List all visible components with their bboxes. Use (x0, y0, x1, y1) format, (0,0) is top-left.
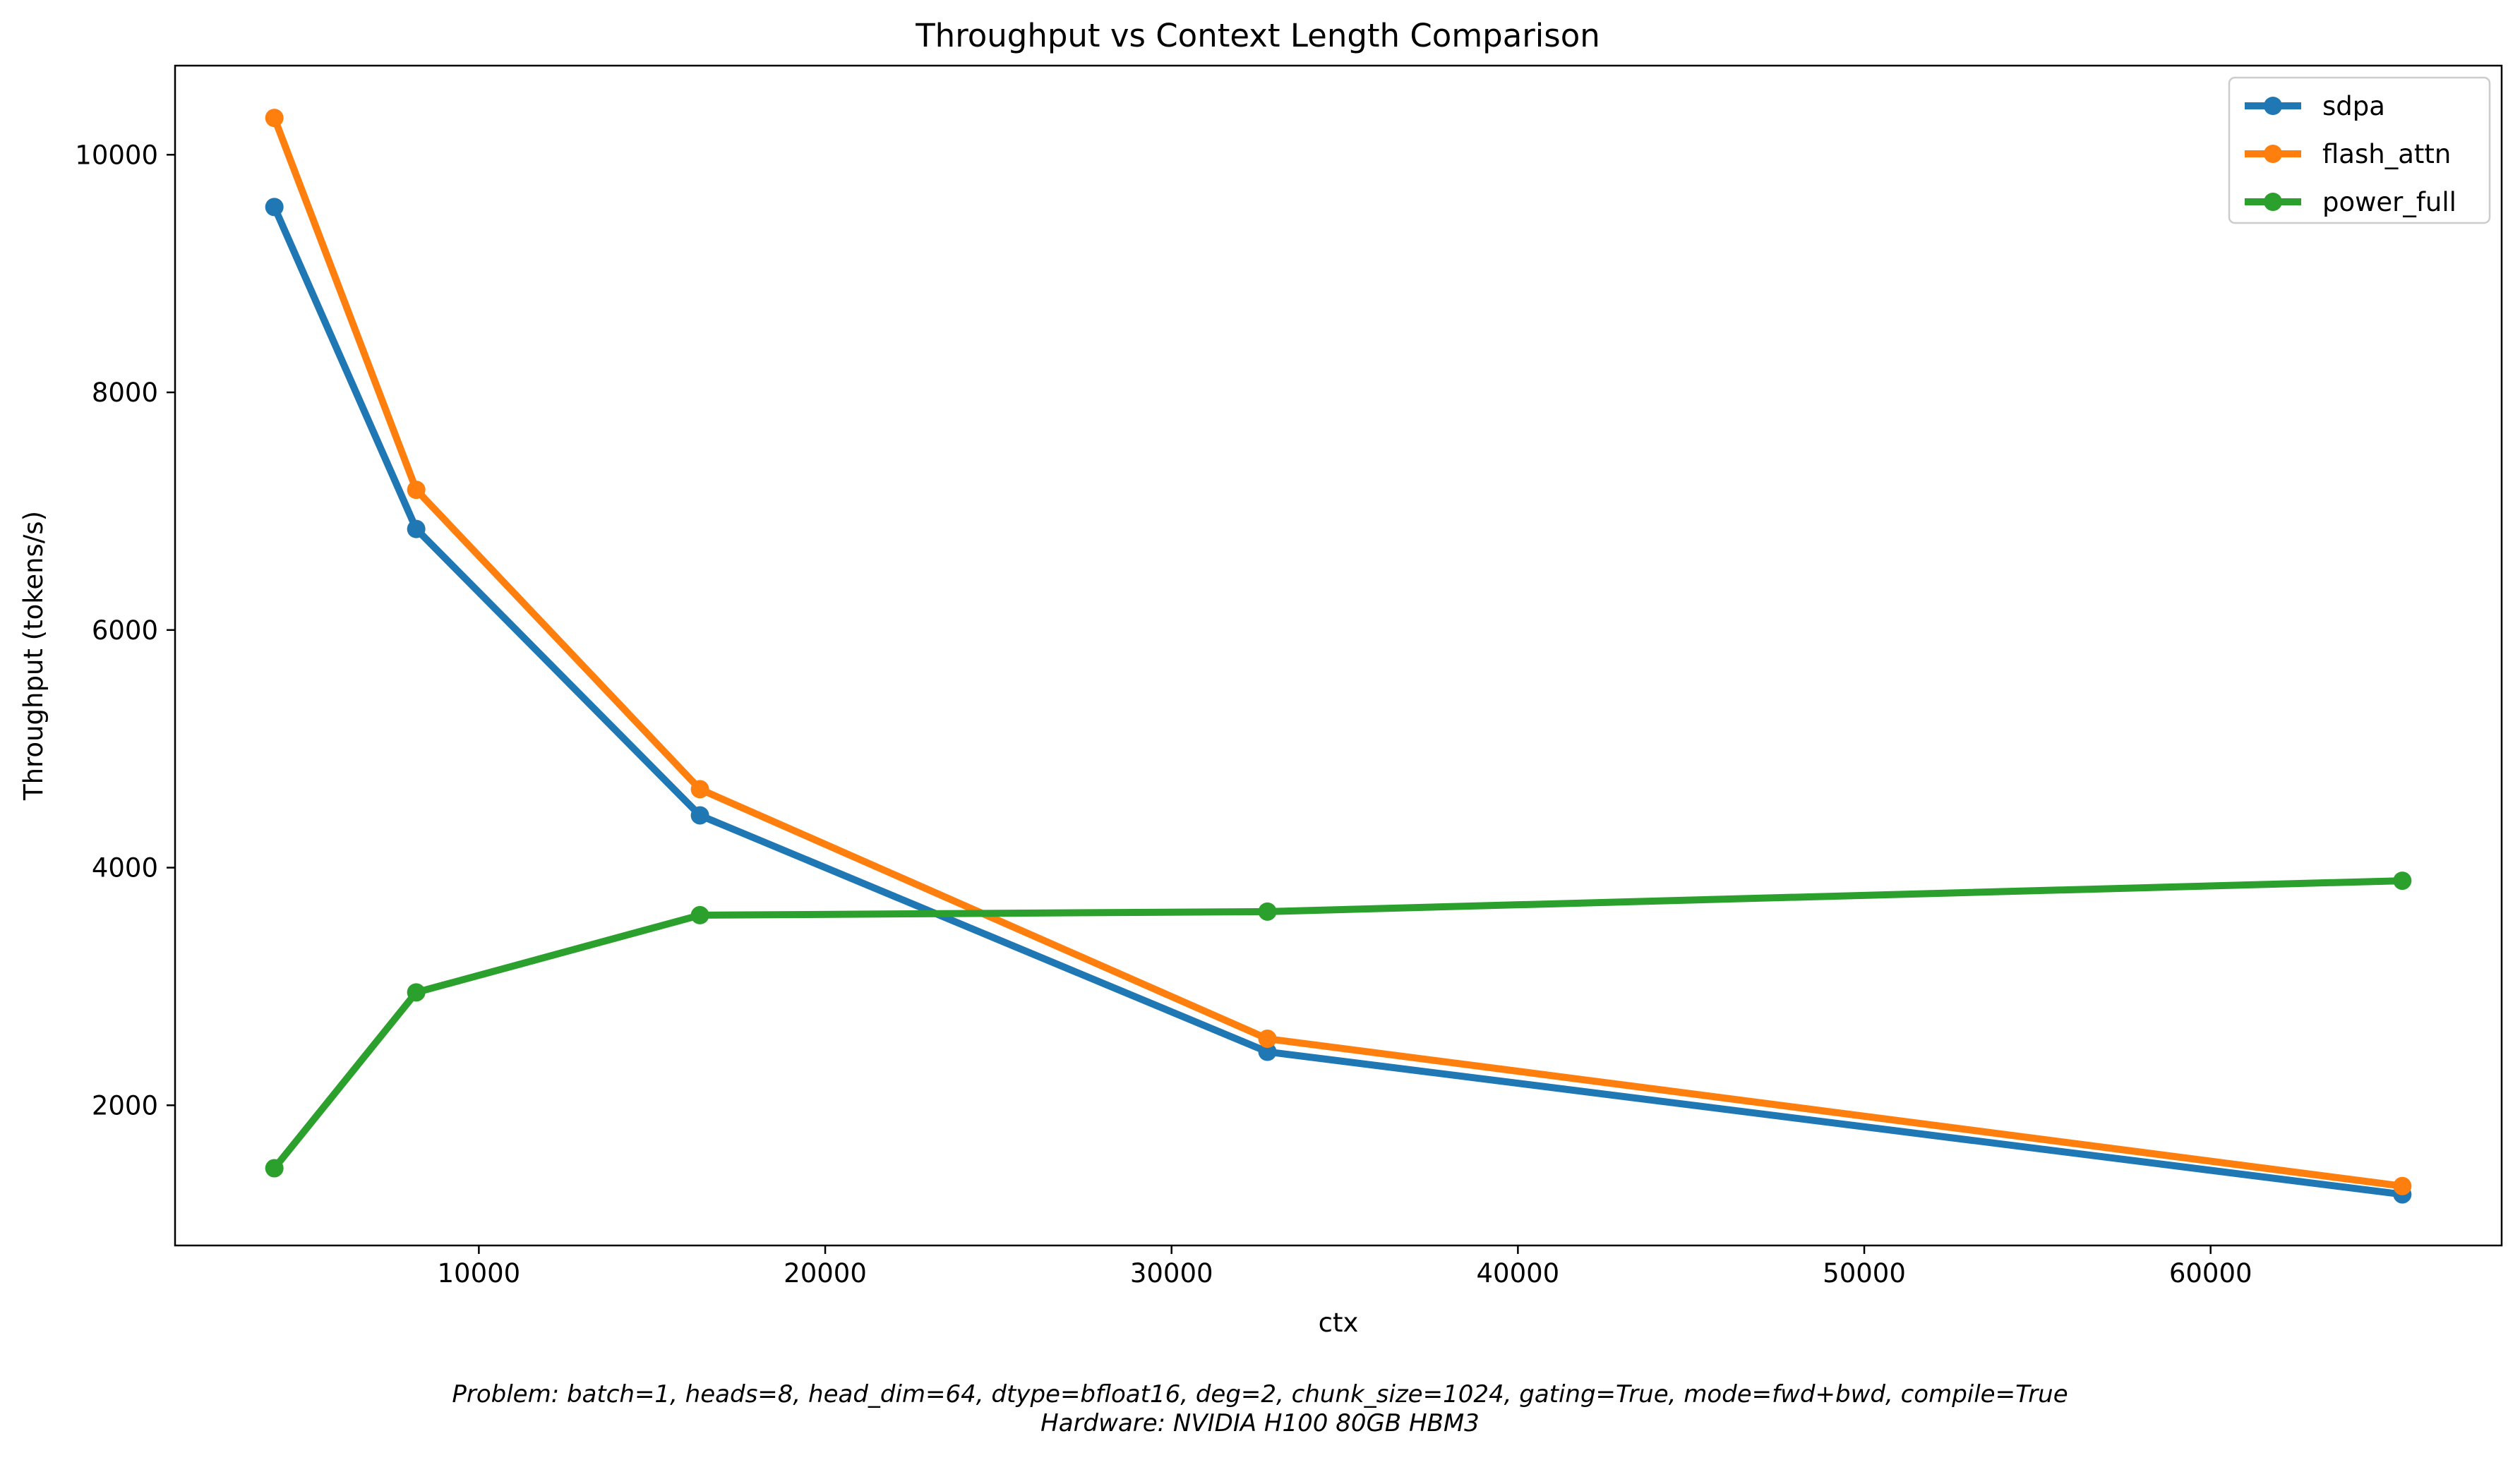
legend-label: sdpa (2322, 91, 2385, 121)
legend-swatch-marker (2264, 97, 2282, 115)
series-line-power_full (269, 876, 2406, 1174)
y-tick-label: 6000 (92, 615, 158, 646)
data-point-power_full (265, 1159, 284, 1178)
y-tick-label: 8000 (92, 378, 158, 408)
data-point-sdpa (407, 519, 426, 538)
y-tick-label: 10000 (75, 140, 158, 170)
data-point-sdpa (1258, 1042, 1277, 1061)
plot-marks (265, 109, 2412, 1204)
x-axis-ticks: 10000 20000 30000 40000 50000 60000 (438, 1245, 2252, 1289)
y-tick-label: 2000 (92, 1090, 158, 1121)
legend: sdpa flash_attn power_full (2228, 76, 2491, 224)
data-point-power_full (690, 905, 709, 924)
legend-box (2228, 76, 2491, 224)
data-point-flash_attn (1258, 1030, 1277, 1049)
data-point-sdpa (265, 198, 284, 217)
footer-problem-text: Problem: batch=1, heads=8, head_dim=64, … (452, 1380, 2068, 1408)
series-line-flash_attn (270, 113, 2406, 1190)
data-point-flash_attn (690, 780, 709, 799)
y-axis-label: Throughput (tokens/s) (18, 511, 49, 801)
x-tick-label: 40000 (1477, 1258, 1560, 1289)
data-point-power_full (407, 983, 426, 1002)
data-point-flash_attn (407, 481, 426, 500)
data-point-flash_attn (265, 109, 284, 128)
footer-hardware-text: Hardware: NVIDIA H100 80GB HBM3 (1040, 1409, 1480, 1437)
x-tick-label: 10000 (438, 1258, 521, 1289)
x-tick-label: 50000 (1823, 1258, 1906, 1289)
y-axis-ticks: 2000 4000 6000 8000 10000 (75, 140, 175, 1121)
data-point-flash_attn (2393, 1176, 2412, 1195)
x-tick-label: 20000 (784, 1258, 867, 1289)
y-tick-label: 4000 (92, 853, 158, 883)
legend-label: flash_attn (2322, 139, 2451, 169)
chart-title: Throughput vs Context Length Comparison (915, 17, 1600, 54)
data-point-power_full (1258, 902, 1277, 921)
data-point-power_full (2393, 871, 2412, 891)
data-point-sdpa (690, 806, 709, 825)
legend-swatch-marker (2264, 145, 2282, 163)
x-tick-label: 30000 (1130, 1258, 1213, 1289)
x-axis-label: ctx (1319, 1308, 1359, 1338)
legend-label: power_full (2322, 187, 2456, 217)
plot-frame (174, 64, 2503, 1247)
legend-swatch-marker (2264, 193, 2282, 211)
x-tick-label: 60000 (2169, 1258, 2252, 1289)
